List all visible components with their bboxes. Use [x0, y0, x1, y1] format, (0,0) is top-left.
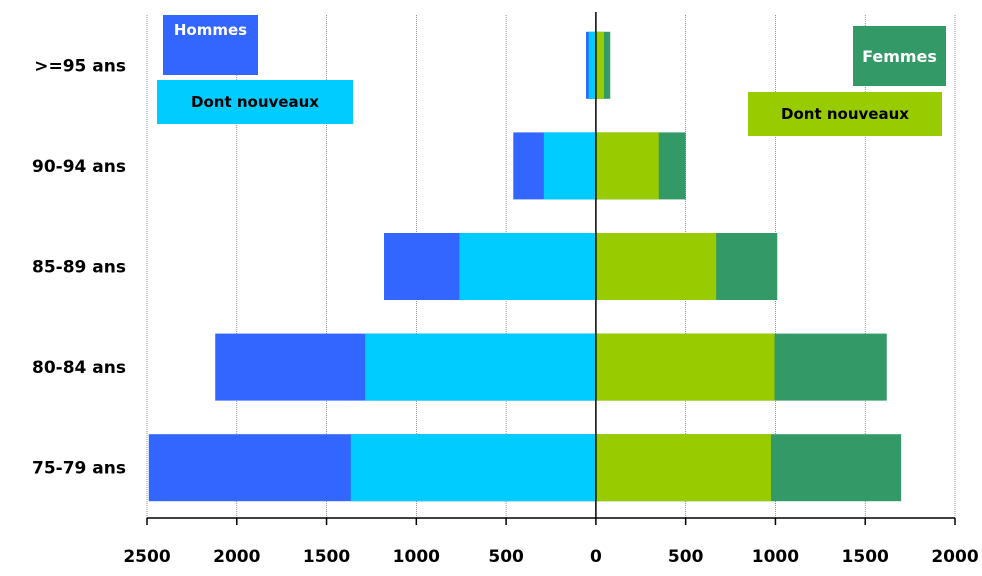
x-tick-label: 1000	[752, 547, 799, 567]
x-tick-label: 500	[668, 547, 704, 567]
category-label: 85-89 ans	[32, 258, 126, 278]
legend-femmes: Femmes	[853, 26, 946, 86]
x-tick-label: 2500	[123, 547, 170, 567]
bar-femmes-nouveaux	[595, 31, 604, 99]
bar-hommes-nouveaux	[543, 132, 596, 200]
x-tick-label: 2000	[931, 547, 978, 567]
category-label: 75-79 ans	[32, 459, 126, 479]
axis-layer: 2500 2000 1500 1000 500 0 500 1000 1500 2000 75-79…	[32, 12, 979, 567]
bar-layer	[148, 31, 902, 502]
legend-hommes: Hommes	[163, 15, 258, 75]
bar-femmes-nouveaux	[595, 132, 659, 200]
x-tick-label: 1000	[393, 547, 440, 567]
category-label: >=95 ans	[34, 56, 126, 76]
x-tick-label: 0	[590, 547, 602, 567]
x-tick-label: 500	[488, 547, 524, 567]
bar-hommes-nouveaux	[350, 434, 596, 502]
category-label: 80-84 ans	[32, 358, 126, 378]
x-tick-label: 2000	[213, 547, 260, 567]
bar-femmes-nouveaux	[595, 233, 717, 300]
bar-hommes-nouveaux	[459, 233, 596, 300]
category-label: 90-94 ans	[32, 157, 126, 177]
bar-femmes-nouveaux	[595, 333, 775, 401]
bar-femmes-nouveaux	[595, 434, 771, 502]
x-tick-label: 1500	[303, 547, 350, 567]
bar-hommes-nouveaux	[588, 31, 596, 99]
legend-femmes-nouveaux: Dont nouveaux	[748, 92, 942, 136]
legend-hommes-nouveaux: Dont nouveaux	[157, 80, 353, 124]
bar-hommes-nouveaux	[365, 333, 596, 401]
x-tick-label: 1500	[842, 547, 889, 567]
